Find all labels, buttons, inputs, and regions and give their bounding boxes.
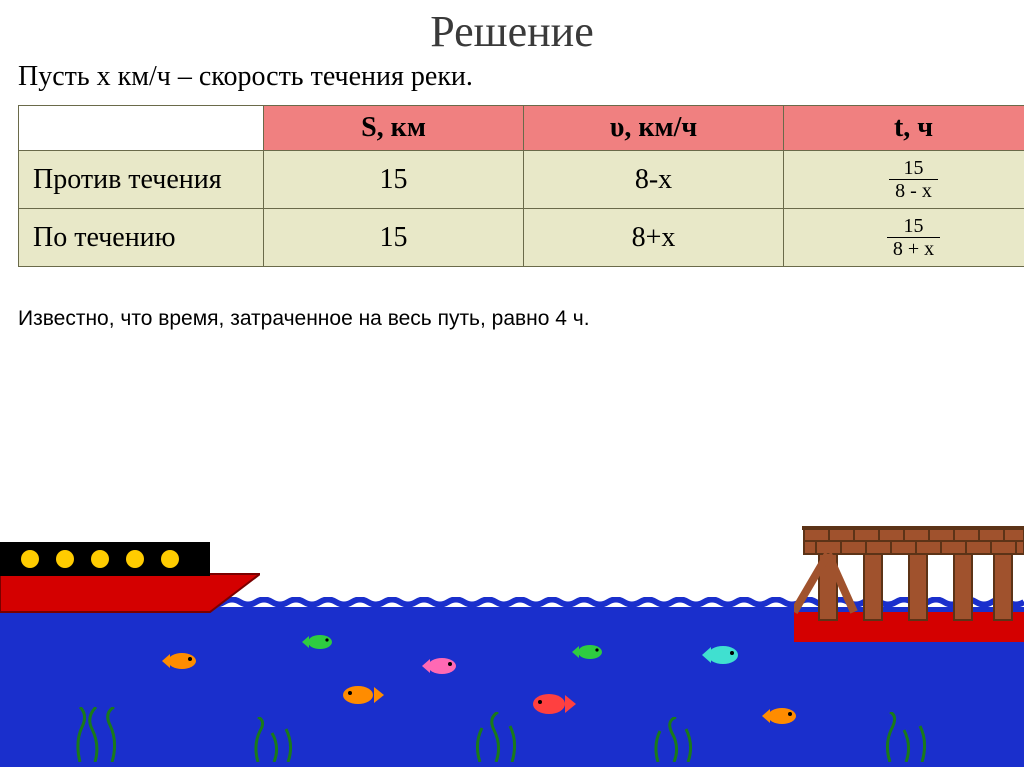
header-s: S, км [264, 106, 524, 151]
note-text: Известно, что время, затраченное на весь… [18, 307, 1006, 331]
fish-icon [420, 655, 460, 682]
row2-t: 15 8 + x [784, 209, 1024, 267]
row2-v: 8+x [524, 209, 784, 267]
fish-icon [570, 642, 606, 667]
row1-t-num: 15 [889, 157, 938, 179]
fish-icon [700, 643, 742, 672]
table-row: Против течения 15 8-x 15 8 - x [19, 151, 1024, 209]
table-row: По течению 15 8+x 15 8 + x [19, 209, 1024, 267]
row1-t-den: 8 - x [889, 179, 938, 202]
subtitle-text: Пусть х км/ч – скорость течения реки. [18, 61, 1024, 93]
fish-icon [530, 691, 576, 722]
row2-t-den: 8 + x [887, 237, 940, 260]
data-table: S, км υ, км/ч t, ч Против течения 15 8-x… [18, 105, 1006, 267]
seaweed-icon [250, 717, 300, 767]
row2-t-num: 15 [887, 215, 940, 237]
fish-icon [760, 705, 800, 732]
row1-label: Против течения [19, 151, 264, 209]
header-v: υ, км/ч [524, 106, 784, 151]
ship-icon [0, 534, 260, 619]
fish-icon [300, 632, 336, 657]
seaweed-icon [650, 717, 700, 767]
row2-s: 15 [264, 209, 524, 267]
row1-s: 15 [264, 151, 524, 209]
dock-icon [794, 522, 1024, 647]
row1-t: 15 8 - x [784, 151, 1024, 209]
page-title: Решение [0, 0, 1024, 57]
seaweed-icon [880, 712, 935, 767]
header-blank [19, 106, 264, 151]
seaweed-icon [70, 707, 130, 767]
fish-icon [340, 683, 384, 712]
row2-label: По течению [19, 209, 264, 267]
header-t: t, ч [784, 106, 1024, 151]
row1-v: 8-x [524, 151, 784, 209]
seaweed-icon [470, 712, 525, 767]
fish-icon [160, 650, 200, 677]
